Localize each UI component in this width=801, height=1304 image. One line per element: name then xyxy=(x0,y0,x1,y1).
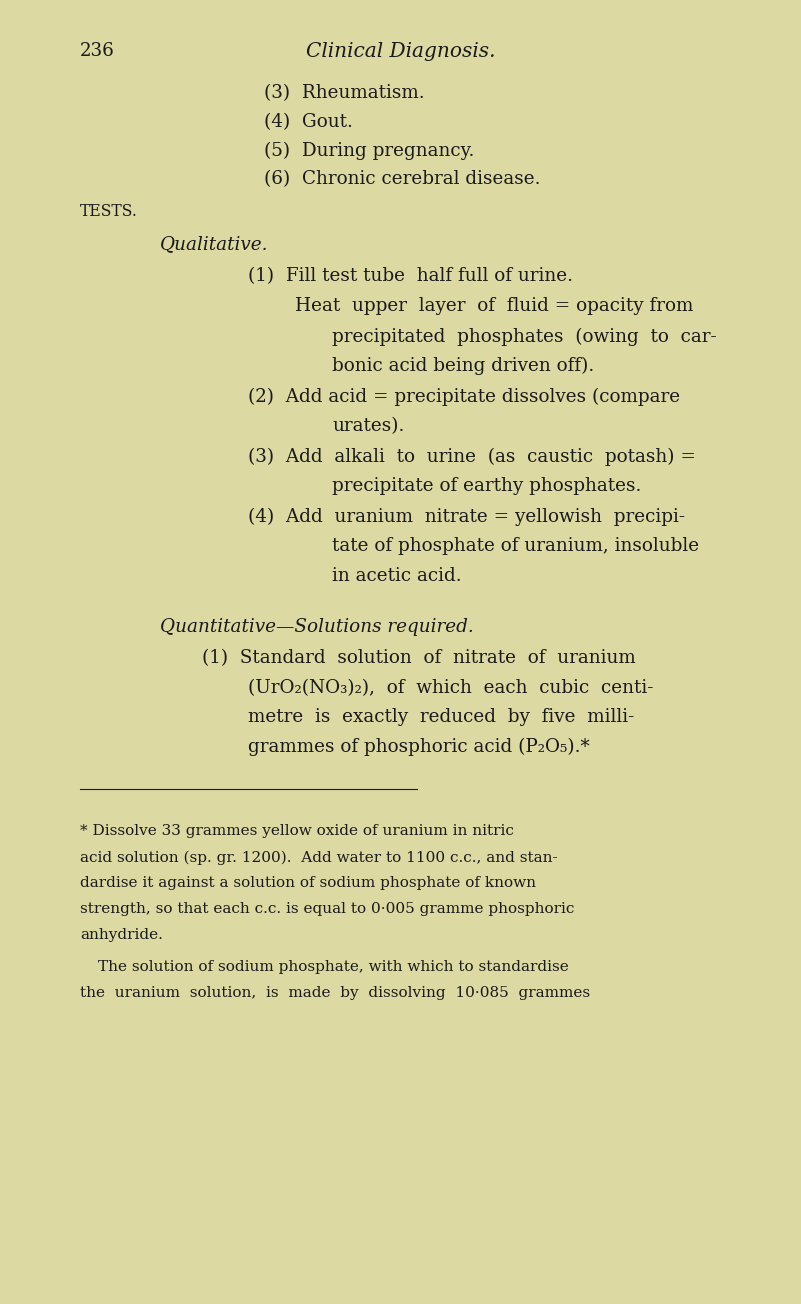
Text: bonic acid being driven off).: bonic acid being driven off). xyxy=(332,356,594,374)
Text: precipitated  phosphates  (owing  to  car-: precipitated phosphates (owing to car- xyxy=(332,327,717,346)
Text: urates).: urates). xyxy=(332,417,405,434)
Text: tate of phosphate of uranium, insoluble: tate of phosphate of uranium, insoluble xyxy=(332,537,699,556)
Text: dardise it against a solution of sodium phosphate of known: dardise it against a solution of sodium … xyxy=(80,876,536,891)
Text: (4)  Gout.: (4) Gout. xyxy=(264,113,353,130)
Text: (5)  During pregnancy.: (5) During pregnancy. xyxy=(264,142,475,159)
Text: anhydride.: anhydride. xyxy=(80,928,163,943)
Text: Quantitative—Solutions required.: Quantitative—Solutions required. xyxy=(160,618,474,636)
Text: (2)  Add acid = precipitate dissolves (compare: (2) Add acid = precipitate dissolves (co… xyxy=(248,387,680,406)
Text: Heat  upper  layer  of  fluid = opacity from: Heat upper layer of fluid = opacity from xyxy=(295,297,693,316)
Text: metre  is  exactly  reduced  by  five  milli-: metre is exactly reduced by five milli- xyxy=(248,708,634,726)
Text: (UrO₂(NO₃)₂),  of  which  each  cubic  centi-: (UrO₂(NO₃)₂), of which each cubic centi- xyxy=(248,678,654,696)
Text: (4)  Add  uranium  nitrate = yellowish  precipi-: (4) Add uranium nitrate = yellowish prec… xyxy=(248,507,686,526)
Text: (6)  Chronic cerebral disease.: (6) Chronic cerebral disease. xyxy=(264,170,541,188)
Text: (1)  Fill test tube  half full of urine.: (1) Fill test tube half full of urine. xyxy=(248,267,574,286)
Text: precipitate of earthy phosphates.: precipitate of earthy phosphates. xyxy=(332,477,642,494)
Text: the  uranium  solution,  is  made  by  dissolving  10·085  grammes: the uranium solution, is made by dissolv… xyxy=(80,986,590,1000)
Text: * Dissolve 33 grammes yellow oxide of uranium in nitric: * Dissolve 33 grammes yellow oxide of ur… xyxy=(80,824,514,838)
Text: in acetic acid.: in acetic acid. xyxy=(332,566,462,584)
Text: 236: 236 xyxy=(80,42,115,60)
Text: (3)  Rheumatism.: (3) Rheumatism. xyxy=(264,83,425,102)
Text: strength, so that each c.c. is equal to 0·005 gramme phosphoric: strength, so that each c.c. is equal to … xyxy=(80,902,574,917)
Text: TESTS.: TESTS. xyxy=(80,203,138,220)
Text: The solution of sodium phosphate, with which to standardise: The solution of sodium phosphate, with w… xyxy=(98,960,569,974)
Text: acid solution (sp. gr. 1200).  Add water to 1100 c.c., and stan-: acid solution (sp. gr. 1200). Add water … xyxy=(80,850,557,865)
Text: (3)  Add  alkali  to  urine  (as  caustic  potash) =: (3) Add alkali to urine (as caustic pota… xyxy=(248,447,696,466)
Text: grammes of phosphoric acid (P₂O₅).*: grammes of phosphoric acid (P₂O₅).* xyxy=(248,738,590,755)
Text: Clinical Diagnosis.: Clinical Diagnosis. xyxy=(306,42,495,61)
Text: Qualitative.: Qualitative. xyxy=(160,235,268,253)
Text: (1)  Standard  solution  of  nitrate  of  uranium: (1) Standard solution of nitrate of uran… xyxy=(202,649,636,668)
